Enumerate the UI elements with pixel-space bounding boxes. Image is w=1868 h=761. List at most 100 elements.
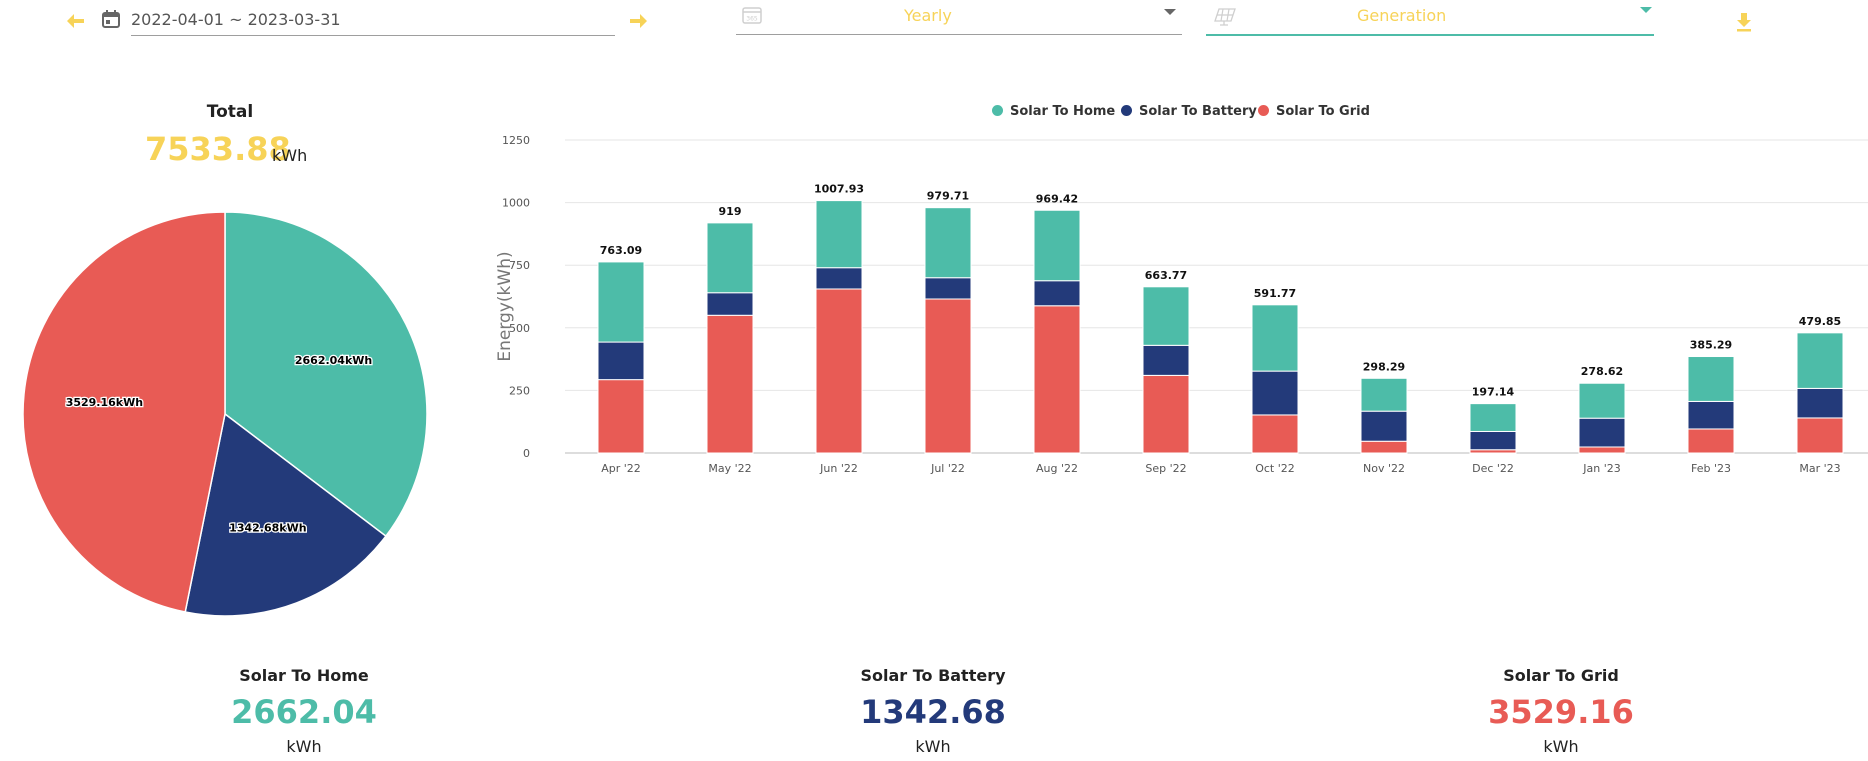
bar-segment-solar-to-grid[interactable] bbox=[1360, 440, 1408, 454]
bar-segment-solar-to-home[interactable] bbox=[1687, 356, 1735, 402]
x-tick-label: Jul '22 bbox=[930, 462, 965, 475]
x-tick-label: Aug '22 bbox=[1036, 462, 1078, 475]
bar-segment-solar-to-grid[interactable] bbox=[924, 298, 972, 454]
x-tick-label: Feb '23 bbox=[1691, 462, 1731, 475]
period-select[interactable]: 365 Yearly bbox=[736, 0, 1182, 35]
chevron-down-icon bbox=[1640, 7, 1652, 13]
pie-slice-solar-to-battery[interactable] bbox=[184, 412, 387, 617]
bar-total-label: 591.77 bbox=[1254, 287, 1296, 300]
x-tick-label: Jun '22 bbox=[819, 462, 858, 475]
x-tick-label: Mar '23 bbox=[1799, 462, 1840, 475]
bar-segment-solar-to-grid[interactable] bbox=[706, 314, 754, 454]
solar-panel-icon bbox=[1214, 8, 1236, 26]
summary-solar-to-grid: Solar To Grid 3529.16 kWh bbox=[1411, 666, 1711, 756]
summary-value: 2662.04 bbox=[231, 693, 377, 731]
bar-total-label: 385.29 bbox=[1690, 339, 1732, 352]
x-tick-label: Oct '22 bbox=[1255, 462, 1295, 475]
bar-segment-solar-to-home[interactable] bbox=[1033, 209, 1081, 282]
legend-dot-icon bbox=[992, 105, 1003, 116]
pie-slice-solar-to-home[interactable] bbox=[224, 211, 428, 538]
legend-dot-icon bbox=[1121, 105, 1132, 116]
bar-total-label: 969.42 bbox=[1036, 192, 1078, 205]
bar-segment-solar-to-grid[interactable] bbox=[1033, 305, 1081, 454]
total-value: 7533.88 bbox=[145, 130, 291, 168]
legend-label: Solar To Grid bbox=[1276, 104, 1370, 119]
bar-segment-solar-to-grid[interactable] bbox=[1251, 414, 1299, 454]
bar-segment-solar-to-home[interactable] bbox=[1578, 382, 1626, 419]
y-tick-label: 1250 bbox=[502, 134, 530, 147]
bar-segment-solar-to-home[interactable] bbox=[706, 222, 754, 294]
toolbar: 2022-04-01 ~ 2023-03-31 365 Yearly Gener… bbox=[0, 0, 1868, 40]
y-tick-label: 500 bbox=[509, 322, 530, 335]
bar-segment-solar-to-grid[interactable] bbox=[1578, 446, 1626, 454]
bar-segment-solar-to-grid[interactable] bbox=[1142, 374, 1190, 454]
x-tick-label: Nov '22 bbox=[1363, 462, 1405, 475]
bar-segment-solar-to-battery[interactable] bbox=[1251, 370, 1299, 416]
date-range-field[interactable]: 2022-04-01 ~ 2023-03-31 bbox=[131, 1, 615, 36]
pie-chart: 2662.04kWh 1342.68kWh 3529.16kWh bbox=[22, 211, 428, 617]
pie-slice-label: 3529.16kWh bbox=[66, 396, 143, 409]
legend-label: Solar To Home bbox=[1010, 104, 1116, 119]
legend-label: Solar To Battery bbox=[1139, 104, 1257, 119]
bar-segment-solar-to-home[interactable] bbox=[1251, 304, 1299, 372]
total-unit: kWh bbox=[272, 146, 308, 165]
previous-period-arrow-icon[interactable] bbox=[64, 9, 88, 33]
bar-segment-solar-to-grid[interactable] bbox=[597, 379, 645, 454]
bar-segment-solar-to-battery[interactable] bbox=[1687, 400, 1735, 430]
bar-total-label: 1007.93 bbox=[814, 183, 864, 196]
legend-item-solar-to-home[interactable]: Solar To Home bbox=[992, 104, 1115, 119]
pie-slice-solar-to-grid[interactable] bbox=[22, 211, 226, 613]
bar-segment-solar-to-home[interactable] bbox=[1796, 332, 1844, 389]
bar-segment-solar-to-battery[interactable] bbox=[924, 277, 972, 300]
calendar-icon[interactable] bbox=[101, 9, 121, 29]
summary-label: Solar To Home bbox=[239, 666, 369, 685]
x-tick-label: May '22 bbox=[708, 462, 751, 475]
y-axis-label: Energy(kWh) bbox=[495, 251, 515, 361]
period-select-value: Yearly bbox=[904, 6, 952, 25]
bar-segment-solar-to-home[interactable] bbox=[1469, 403, 1517, 432]
bar-segment-solar-to-battery[interactable] bbox=[1360, 410, 1408, 442]
bar-segment-solar-to-grid[interactable] bbox=[1796, 417, 1844, 454]
bar-segment-solar-to-grid[interactable] bbox=[815, 288, 863, 454]
y-tick-label: 0 bbox=[523, 447, 530, 460]
bar-total-label: 278.62 bbox=[1581, 365, 1623, 378]
bar-segment-solar-to-grid[interactable] bbox=[1687, 428, 1735, 454]
bar-segment-solar-to-battery[interactable] bbox=[1796, 387, 1844, 419]
next-period-arrow-icon[interactable] bbox=[626, 9, 650, 33]
x-tick-label: Apr '22 bbox=[601, 462, 641, 475]
y-tick-label: 250 bbox=[509, 384, 530, 397]
bar-segment-solar-to-battery[interactable] bbox=[1033, 280, 1081, 307]
calendar-365-icon-text: 365 bbox=[746, 16, 758, 23]
bar-segment-solar-to-home[interactable] bbox=[815, 200, 863, 269]
bar-segment-solar-to-battery[interactable] bbox=[597, 341, 645, 381]
summary-solar-to-home: Solar To Home 2662.04 kWh bbox=[154, 666, 454, 756]
bar-segment-solar-to-battery[interactable] bbox=[1142, 344, 1190, 376]
chevron-down-icon bbox=[1164, 9, 1176, 15]
total-label: Total bbox=[206, 102, 254, 122]
bar-segment-solar-to-home[interactable] bbox=[597, 261, 645, 343]
bar-segment-solar-to-home[interactable] bbox=[1360, 377, 1408, 412]
legend-dot-icon bbox=[1258, 105, 1269, 116]
download-icon[interactable] bbox=[1733, 11, 1755, 33]
mode-select[interactable]: Generation bbox=[1206, 0, 1654, 36]
summary-unit: kWh bbox=[1543, 737, 1579, 756]
pie-slice-label: 1342.68kWh bbox=[229, 521, 306, 534]
summary-unit: kWh bbox=[915, 737, 951, 756]
legend-item-solar-to-grid[interactable]: Solar To Grid bbox=[1258, 104, 1370, 119]
bar-total-label: 197.14 bbox=[1472, 386, 1515, 399]
bar-total-label: 763.09 bbox=[600, 244, 642, 257]
bar-segment-solar-to-home[interactable] bbox=[1142, 286, 1190, 346]
bar-segment-solar-to-battery[interactable] bbox=[706, 292, 754, 316]
bar-segment-solar-to-home[interactable] bbox=[924, 207, 972, 279]
summary-label: Solar To Grid bbox=[1503, 666, 1619, 685]
bar-total-label: 663.77 bbox=[1145, 269, 1187, 282]
legend-item-solar-to-battery[interactable]: Solar To Battery bbox=[1121, 104, 1257, 119]
x-tick-label: Sep '22 bbox=[1145, 462, 1186, 475]
summary-value: 3529.16 bbox=[1488, 693, 1634, 731]
bar-segment-solar-to-battery[interactable] bbox=[1578, 417, 1626, 448]
stacked-bar-chart: 0 250 500 750 1000 1250 Energy(kWh) 763.09 Apr '… bbox=[495, 134, 1868, 475]
bar-segment-solar-to-battery[interactable] bbox=[815, 267, 863, 290]
bar-segment-solar-to-battery[interactable] bbox=[1469, 430, 1517, 451]
date-range-value: 2022-04-01 ~ 2023-03-31 bbox=[131, 10, 341, 29]
summary-label: Solar To Battery bbox=[860, 666, 1006, 685]
